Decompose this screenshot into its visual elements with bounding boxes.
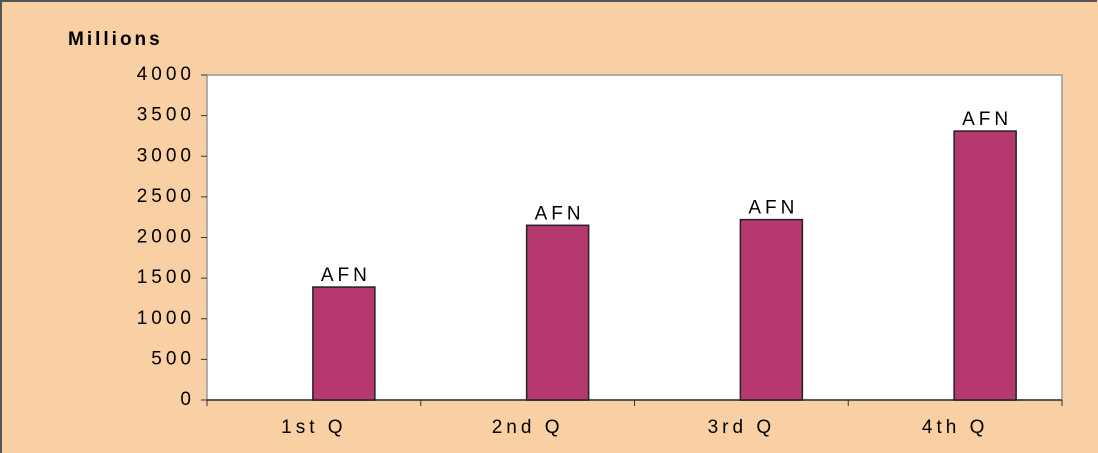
data-label: AFN xyxy=(535,203,585,224)
y-tick-label: 2000 xyxy=(137,227,195,248)
y-tick-label: 1500 xyxy=(137,267,195,288)
bar xyxy=(953,130,1017,401)
y-tick-label: 3500 xyxy=(137,105,195,126)
x-tick-label: 1st Q xyxy=(281,417,346,438)
y-tick-label: 0 xyxy=(180,389,195,410)
y-tick-label: 3000 xyxy=(137,145,195,166)
x-tick-label: 4th Q xyxy=(922,417,988,438)
data-label: AFN xyxy=(748,198,798,219)
x-tick-label: 2nd Q xyxy=(492,417,564,438)
x-tick-label: 3rd Q xyxy=(708,417,776,438)
bar xyxy=(312,286,376,401)
y-tick-label: 4000 xyxy=(137,64,195,85)
data-label: AFN xyxy=(962,109,1012,130)
data-label: AFN xyxy=(321,265,371,286)
y-axis-label: Millions xyxy=(68,29,163,50)
bar xyxy=(525,224,590,401)
bar xyxy=(739,218,804,401)
y-tick-label: 2500 xyxy=(137,186,195,207)
y-tick-label: 500 xyxy=(151,348,195,369)
y-tick-label: 1000 xyxy=(137,308,195,329)
